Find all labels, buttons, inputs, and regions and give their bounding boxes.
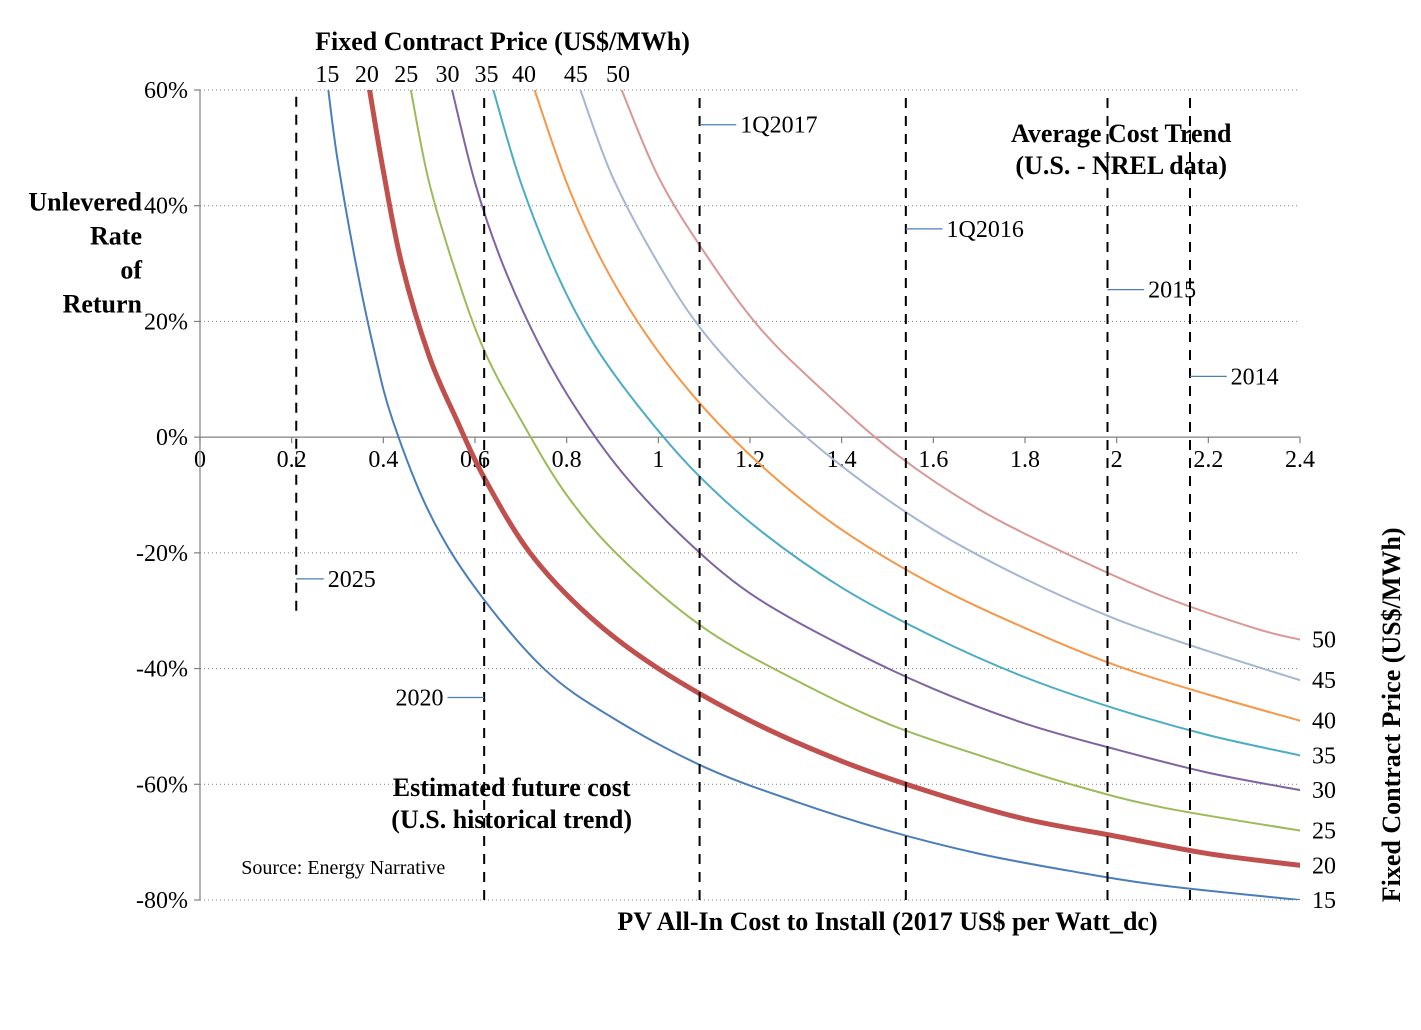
top-axis-title: Fixed Contract Price (US$/MWh) <box>315 27 690 56</box>
top-price-label: 20 <box>355 62 379 88</box>
x-tick-label: 1 <box>652 447 664 473</box>
series-20 <box>370 90 1300 865</box>
pv-cost-return-chart: -80%-60%-40%-20%0%20%40%60%00.20.40.60.8… <box>0 0 1421 1030</box>
top-price-label: 35 <box>474 62 498 88</box>
y-axis-title: of <box>120 256 142 285</box>
y-axis-title: Return <box>63 290 143 319</box>
right-price-label: 20 <box>1312 853 1336 879</box>
top-price-label: 40 <box>512 62 536 88</box>
y-tick-label: 60% <box>144 78 188 104</box>
future-cost-annotation: (U.S. historical trend) <box>391 805 632 834</box>
ref-label-1Q2017: 1Q2017 <box>740 113 817 139</box>
source-label: Source: Energy Narrative <box>241 857 445 879</box>
right-price-label: 30 <box>1312 778 1336 804</box>
y-tick-label: -20% <box>136 541 188 567</box>
y-axis-title: Unlevered <box>28 188 142 217</box>
y-tick-label: 0% <box>156 425 188 451</box>
ref-label-2014: 2014 <box>1231 364 1279 390</box>
right-price-label: 35 <box>1312 743 1336 769</box>
right-price-label: 40 <box>1312 709 1336 735</box>
right-axis-title: Fixed Contract Price (US$/MWh) <box>1377 527 1406 902</box>
right-price-label: 50 <box>1312 628 1336 654</box>
right-price-label: 45 <box>1312 668 1336 694</box>
series-30 <box>452 90 1300 790</box>
x-tick-label: 1.8 <box>1010 447 1040 473</box>
right-price-label: 25 <box>1312 819 1336 845</box>
x-tick-label: 0.2 <box>277 447 307 473</box>
top-price-label: 45 <box>564 62 588 88</box>
y-tick-label: -60% <box>136 772 188 798</box>
x-tick-label: 0.4 <box>368 447 398 473</box>
top-price-label: 15 <box>315 62 339 88</box>
x-tick-label: 2.4 <box>1285 447 1315 473</box>
x-tick-label: 1.6 <box>918 447 948 473</box>
series-35 <box>493 90 1300 755</box>
y-tick-label: -40% <box>136 657 188 683</box>
x-tick-label: 2.2 <box>1193 447 1223 473</box>
ref-label-2025: 2025 <box>328 567 376 593</box>
future-cost-annotation: Estimated future cost <box>393 773 631 802</box>
series-40 <box>535 90 1300 721</box>
x-tick-label: 1.2 <box>735 447 765 473</box>
ref-label-1Q2016: 1Q2016 <box>947 217 1024 243</box>
ref-label-2015: 2015 <box>1148 278 1196 304</box>
top-price-label: 30 <box>436 62 460 88</box>
ref-label-2020: 2020 <box>396 686 444 712</box>
y-tick-label: 20% <box>144 309 188 335</box>
avg-cost-annotation: Average Cost Trend <box>1011 119 1232 148</box>
y-tick-label: 40% <box>144 194 188 220</box>
x-tick-label: 2 <box>1111 447 1123 473</box>
x-tick-label: 0.8 <box>552 447 582 473</box>
y-axis-title: Rate <box>90 222 142 251</box>
right-price-label: 15 <box>1312 888 1336 914</box>
top-price-label: 25 <box>394 62 418 88</box>
x-tick-label: 1.4 <box>827 447 857 473</box>
top-price-label: 50 <box>606 62 630 88</box>
avg-cost-annotation: (U.S. - NREL data) <box>1015 151 1227 180</box>
y-tick-label: -80% <box>136 888 188 914</box>
bottom-axis-title: PV All-In Cost to Install (2017 US$ per … <box>617 907 1157 936</box>
